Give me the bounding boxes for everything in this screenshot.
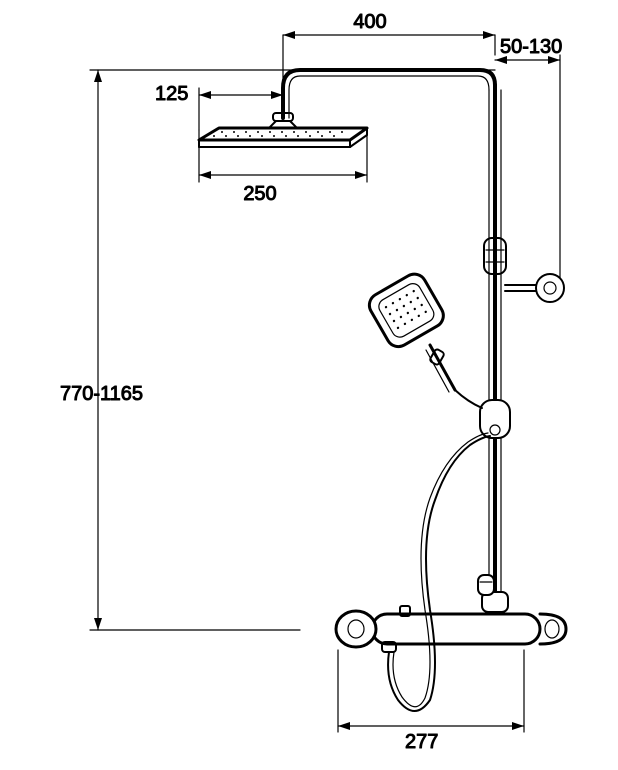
shower-dimension-drawing: 400 50-130 125 250 770-1165 [0, 0, 618, 770]
dim-mixer-width: 277 [338, 650, 524, 753]
riser-pipe [489, 85, 501, 605]
diverter [478, 575, 508, 612]
overhead-shower-head [199, 128, 367, 147]
dim-label-277: 277 [405, 731, 438, 753]
dim-head-half-width: 125 [155, 83, 283, 130]
hand-shower-slider [455, 390, 510, 438]
hand-shower [365, 270, 455, 392]
shower-hose [388, 433, 490, 711]
wall-bracket [505, 274, 564, 302]
thermostatic-mixer [336, 606, 566, 652]
dim-label-250: 250 [243, 183, 276, 205]
dim-label-125: 125 [155, 83, 188, 105]
dim-label-height: 770-1165 [60, 383, 143, 405]
dim-height-range: 770-1165 [60, 70, 495, 630]
dim-label-50-130: 50-130 [500, 36, 562, 58]
dim-overhead-reach: 400 [283, 11, 495, 39]
overhead-arm [283, 70, 495, 118]
dim-label-400: 400 [353, 11, 386, 33]
